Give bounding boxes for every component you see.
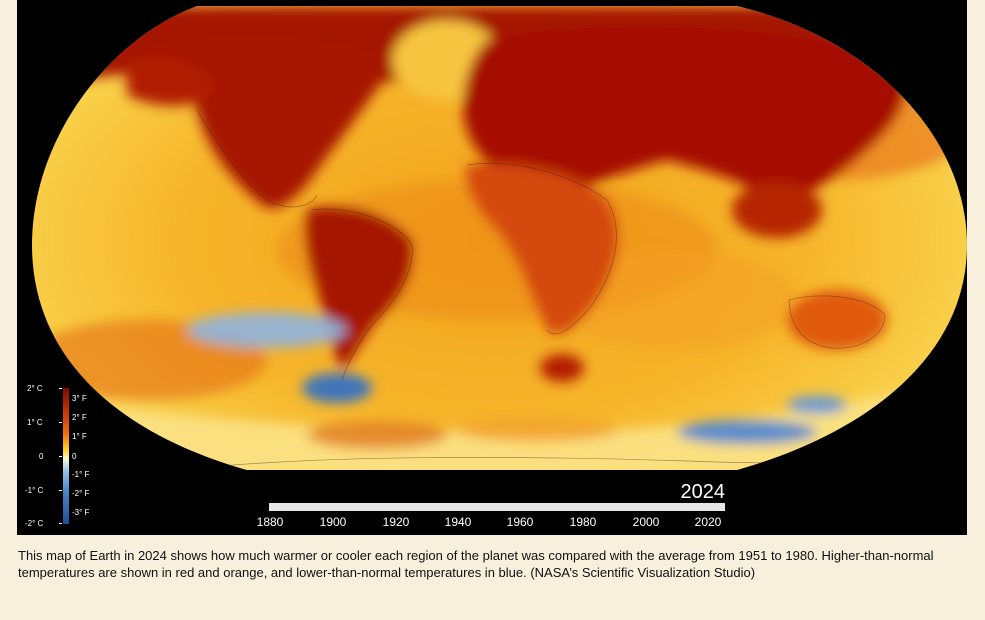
year-label: 2024 bbox=[680, 481, 726, 503]
legend-fahrenheit-label: 0 bbox=[72, 452, 77, 461]
temperature-anomaly-map bbox=[32, 6, 967, 470]
legend-celsius-label: -2° C bbox=[25, 519, 44, 528]
legend-fahrenheit-label: -2° F bbox=[72, 489, 90, 498]
legend-celsius-label: 2° C bbox=[27, 384, 43, 393]
legend-tick bbox=[59, 388, 62, 389]
legend-celsius-label: 1° C bbox=[27, 418, 43, 427]
color-scale-bar bbox=[63, 388, 69, 524]
timeline-tick-label: 1980 bbox=[569, 515, 597, 529]
legend-tick bbox=[59, 490, 62, 491]
timeline-tick-label: 2000 bbox=[632, 515, 660, 529]
legend-celsius-label: -1° C bbox=[25, 486, 44, 495]
legend-fahrenheit-label: 1° F bbox=[72, 432, 87, 441]
legend-tick bbox=[59, 456, 62, 457]
legend-tick bbox=[59, 422, 62, 423]
timeline-tick-label: 1900 bbox=[319, 515, 347, 529]
legend-fahrenheit-label: -1° F bbox=[72, 470, 90, 479]
timeline-tick-label: 1880 bbox=[256, 515, 284, 529]
legend-celsius-label: 0 bbox=[39, 452, 44, 461]
legend-fahrenheit-label: 3° F bbox=[72, 394, 87, 403]
timeline-progress bbox=[269, 503, 725, 511]
map-figure: 2° C 1° C 0 -1° C -2° C 3° F 2° F 1° F 0… bbox=[17, 0, 967, 535]
legend-tick bbox=[59, 523, 62, 524]
color-scale-legend: 2° C 1° C 0 -1° C -2° C 3° F 2° F 1° F 0… bbox=[17, 380, 117, 530]
legend-fahrenheit-label: -3° F bbox=[72, 508, 90, 517]
timeline-tick-label: 1920 bbox=[382, 515, 410, 529]
timeline-tick-label: 2020 bbox=[694, 515, 722, 529]
timeline-tick-label: 1940 bbox=[444, 515, 472, 529]
figure-caption: This map of Earth in 2024 shows how much… bbox=[18, 548, 934, 580]
legend-fahrenheit-label: 2° F bbox=[72, 413, 87, 422]
globe bbox=[32, 6, 967, 470]
timeline-tick-label: 1960 bbox=[506, 515, 534, 529]
